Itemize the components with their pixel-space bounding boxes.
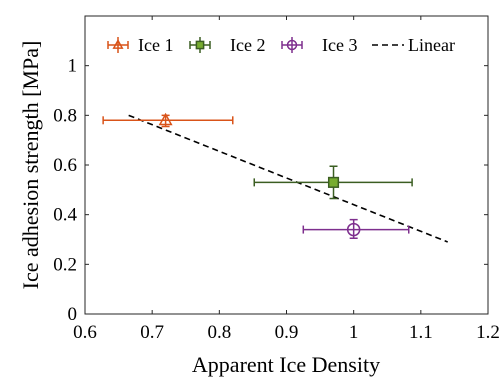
data-point <box>158 112 173 126</box>
y-tick-label: 0 <box>68 304 78 325</box>
x-tick-label: 1 <box>349 322 359 343</box>
data-point <box>327 176 340 188</box>
y-tick-label: 1 <box>68 56 78 77</box>
legend-label: Ice 2 <box>230 35 265 55</box>
x-tick-label: 0.9 <box>275 322 299 343</box>
y-tick-label: 0.2 <box>53 254 77 275</box>
x-tick-label: 0.8 <box>207 322 231 343</box>
legend-marker <box>195 40 205 50</box>
legend-item-linear: Linear <box>372 35 455 55</box>
x-tick-label: 1.1 <box>409 322 433 343</box>
data-point <box>346 222 361 237</box>
x-tick-label: 0.7 <box>140 322 164 343</box>
legend: Ice 1 Ice 2 Ice 3 Linear <box>107 35 455 55</box>
series-2 <box>253 165 413 200</box>
legend-label: Linear <box>408 35 455 55</box>
x-axis-title: Apparent Ice Density <box>192 352 380 377</box>
legend-marker <box>286 39 298 51</box>
x-axis: 0.6 0.7 0.8 0.9 1 1.1 1.2 <box>73 16 500 343</box>
legend-label: Ice 1 <box>138 35 173 55</box>
legend-marker <box>112 38 124 49</box>
legend-item-2: Ice 2 <box>189 35 265 55</box>
series-layer <box>102 112 413 240</box>
linear-fit-line <box>128 114 448 243</box>
legend-label: Ice 3 <box>322 35 357 55</box>
series-3 <box>302 218 410 240</box>
plot-area <box>84 15 489 315</box>
legend-item-3: Ice 3 <box>281 35 357 55</box>
series-1 <box>102 112 234 128</box>
fit-line-layer <box>128 114 448 243</box>
y-axis: 0 0.2 0.4 0.6 0.8 1 <box>53 56 488 325</box>
y-axis-title: Ice adhesion strength [MPa] <box>18 41 43 290</box>
y-tick-label: 0.6 <box>53 155 77 176</box>
y-tick-label: 0.4 <box>53 205 77 226</box>
y-tick-label: 0.8 <box>53 105 77 126</box>
x-tick-label: 0.6 <box>73 322 97 343</box>
x-tick-label: 1.2 <box>476 322 500 343</box>
legend-item-1: Ice 1 <box>107 35 173 55</box>
